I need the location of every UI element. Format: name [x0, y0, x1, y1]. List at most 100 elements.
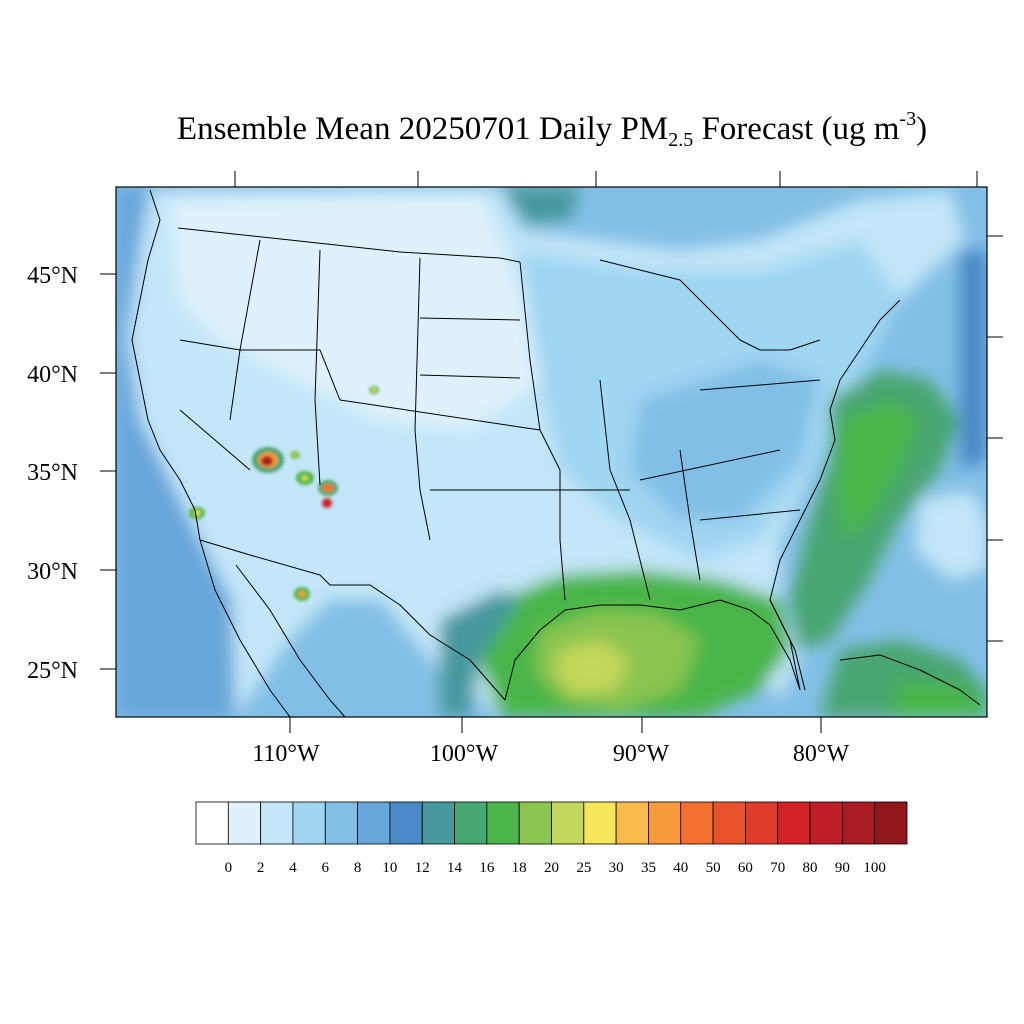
political-boundaries: [131, 189, 981, 717]
hotspot-arizona-east: [318, 480, 338, 508]
state-line-6: [419, 374, 521, 379]
title-subscript: 2.5: [668, 129, 694, 151]
hotspot-utah: [252, 447, 284, 473]
colorbar-swatch: [292, 801, 326, 845]
baja-coast: [199, 539, 291, 717]
colorbar-swatch: [841, 801, 876, 845]
colorbar-tick-label: 30: [609, 860, 624, 876]
cuba-outline: [839, 654, 981, 706]
hotspot-california: [189, 507, 205, 519]
northern-ontario-plume: [500, 187, 580, 225]
lat-label: 35°N: [27, 460, 78, 486]
colorbar-tick-label: 4: [289, 860, 297, 876]
colorbar-tick-label: 90: [835, 860, 850, 876]
lat-label: 30°N: [27, 559, 78, 585]
lon-label: 90°W: [613, 741, 670, 767]
colorbar-tick-label: 18: [512, 860, 527, 876]
state-line-12: [179, 339, 341, 401]
colorbar-tick-label: 20: [544, 860, 559, 876]
pacific-coast-band: [116, 187, 236, 717]
state-line-2: [314, 249, 321, 486]
lon-label: 100°W: [430, 741, 499, 767]
colorbar-swatch: [648, 801, 682, 845]
hotspot-idaho: [290, 451, 300, 459]
colorbar-swatch: [745, 801, 779, 845]
longitude-labels: 110°W 100°W 90°W 80°W: [252, 741, 849, 767]
map-title: Ensemble Mean 20250701 Daily PM2.5 Forec…: [0, 108, 1024, 152]
gulf-outer-teal: [440, 590, 520, 717]
title-superscript: -3: [899, 108, 917, 130]
colorbar-swatch: [486, 801, 520, 845]
colorbar-tick-label: 60: [738, 860, 753, 876]
hotspot-wyoming: [369, 386, 379, 394]
colorbar-tick-label: 12: [415, 860, 430, 876]
colorbar-tick-label: 40: [673, 860, 688, 876]
colorbar-tick-label: 50: [706, 860, 721, 876]
colorbar-swatch: [518, 801, 552, 845]
colorbar-tick-label: 6: [322, 860, 330, 876]
colorbar-swatch: [874, 801, 908, 845]
state-line-3: [414, 257, 431, 541]
colorbar-tick-label: 0: [225, 860, 233, 876]
colorbar-labels: 0 2 4 6 8 10 12 14 16 18 20 25 30 35 40 50 60 70 80 90 100: [225, 860, 886, 876]
state-line-9: [599, 379, 651, 601]
colorbar-swatch: [583, 801, 617, 845]
colorbar-tick-label: 16: [479, 860, 495, 876]
map-plot-area: [116, 187, 987, 717]
atlantic-plume-core: [835, 400, 920, 540]
colorbar-swatch: [680, 801, 714, 845]
atlantic-clean-patch: [915, 490, 987, 580]
colorbar-swatch: [260, 801, 294, 845]
colorbar-swatch: [777, 801, 811, 845]
colorbar-tick-label: 10: [382, 860, 397, 876]
northwest-clean-air: [170, 195, 540, 430]
colorbar-swatch: [454, 801, 488, 845]
right-axis-ticks: [987, 235, 1003, 642]
lon-label: 110°W: [252, 741, 320, 767]
colorbar-tick-label: 100: [863, 860, 886, 876]
colorbar-tick-label: 14: [447, 860, 463, 876]
colorbar-tick-label: 2: [257, 860, 265, 876]
colorbar-swatch: [389, 801, 423, 845]
state-line-11: [699, 509, 801, 521]
colorbar-swatch: [324, 801, 358, 845]
map-frame: [115, 186, 988, 718]
colorbar-tick-label: 8: [354, 860, 362, 876]
colorbar-tick-label: 25: [576, 860, 591, 876]
state-line-4: [519, 261, 566, 601]
florida-peninsula: [769, 599, 806, 691]
colorbar-swatch: [809, 801, 843, 845]
bottom-axis-ticks: [289, 717, 822, 733]
lat-label: 25°N: [27, 658, 78, 684]
us-mexico-border: [199, 539, 506, 701]
top-axis-ticks: [234, 171, 978, 187]
colorbar-swatch: [357, 801, 391, 845]
canada-us-border: [177, 227, 521, 263]
caribbean-core: [890, 680, 987, 717]
colorbar: [195, 801, 908, 845]
state-line-5: [419, 317, 521, 321]
colorbar-tick-label: 35: [641, 860, 656, 876]
east-edge-band: [960, 250, 987, 470]
mexico-west-coast: [235, 564, 346, 717]
state-line-14: [699, 379, 821, 391]
title-close-paren: ): [916, 111, 928, 147]
ohio-valley-haze: [630, 360, 820, 520]
title-main-text: Ensemble Mean 20250701 Daily PM: [176, 111, 669, 147]
lat-label: 45°N: [27, 263, 78, 289]
great-lakes-outline: [599, 259, 821, 351]
latitude-labels: 45°N 40°N 35°N 30°N 25°N: [27, 263, 78, 684]
colorbar-swatch: [421, 801, 455, 845]
fire-hotspots: [189, 386, 379, 601]
gulf-peak: [555, 640, 630, 695]
state-line-10: [639, 449, 781, 481]
state-line-13: [179, 409, 251, 471]
colorbar-tick-label: 80: [803, 860, 818, 876]
colorbar-swatch: [615, 801, 649, 845]
colorbar-tick-label: 70: [770, 860, 785, 876]
lon-label: 80°W: [793, 741, 850, 767]
hotspot-arizona-north: [296, 471, 314, 485]
colorbar-swatch: [712, 801, 746, 845]
state-line-7: [339, 399, 541, 431]
